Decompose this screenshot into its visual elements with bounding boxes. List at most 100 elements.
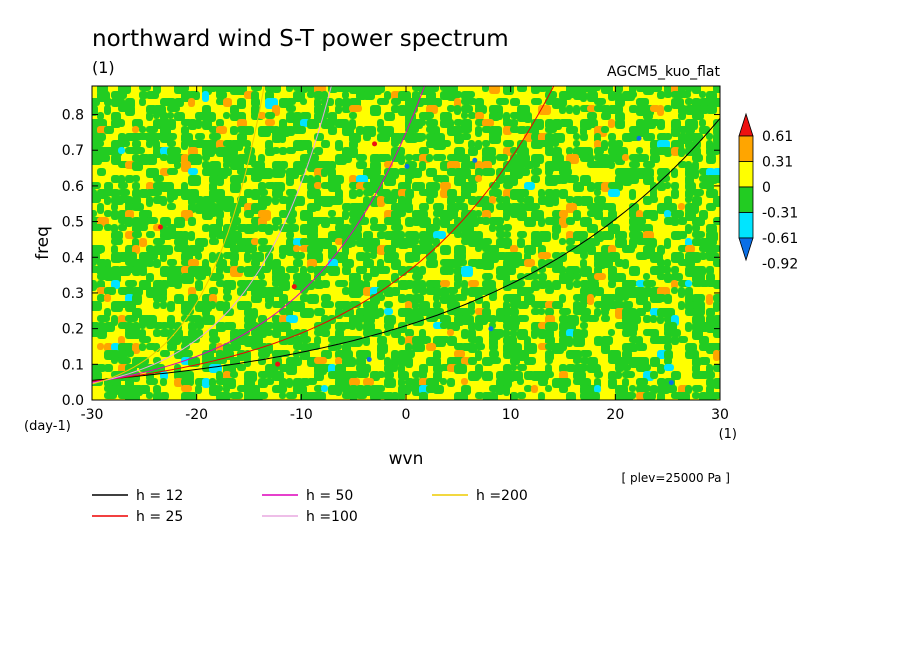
contour-cell — [244, 315, 256, 324]
contour-cell — [132, 175, 140, 182]
contour-cell — [349, 105, 362, 112]
contour-cell — [699, 252, 707, 260]
contour-cell — [230, 259, 238, 267]
contour-cell — [545, 385, 552, 392]
contour-cell — [706, 252, 719, 261]
contour-cell — [258, 189, 268, 196]
contour-cell — [384, 301, 393, 308]
contour-cell — [419, 336, 431, 344]
contour-cell — [279, 196, 288, 204]
contour-cell — [489, 182, 500, 189]
contour-cell — [713, 217, 720, 225]
contour-cell — [468, 280, 479, 287]
legend-label: h = 12 — [136, 488, 183, 504]
contour-cell — [181, 378, 194, 386]
contour-cell — [706, 133, 713, 140]
contour-cell — [594, 140, 601, 149]
contour-cell — [685, 322, 692, 332]
contour-cell — [426, 238, 433, 246]
contour-cell — [475, 126, 482, 137]
contour-cell — [524, 217, 536, 227]
contour-cell — [363, 273, 372, 281]
contour-cell — [580, 259, 587, 268]
contour-cell — [594, 385, 601, 393]
contour-cell — [517, 301, 529, 309]
contour-cell — [216, 280, 225, 287]
contour-cell — [209, 210, 217, 217]
contour-cell — [496, 385, 504, 395]
contour-cell — [433, 231, 446, 239]
contour-cell — [216, 266, 223, 275]
contour-cell — [454, 91, 462, 98]
contour-cell — [706, 294, 713, 305]
contour-cell — [454, 294, 467, 301]
contour-cell — [524, 196, 534, 205]
contour-cell — [615, 371, 622, 379]
contour-cell — [118, 189, 130, 196]
contour-cell — [503, 266, 516, 275]
contour-cell — [167, 133, 177, 140]
contour-cell — [328, 266, 340, 276]
contour-cell — [426, 315, 438, 322]
contour-cell — [545, 322, 558, 331]
contour-cell — [664, 210, 671, 218]
contour-cell — [706, 105, 717, 114]
contour-cell — [510, 245, 518, 253]
contour-cell — [454, 231, 462, 238]
contour-cell — [426, 168, 437, 177]
contour-cell — [104, 343, 113, 352]
contour-cell — [279, 252, 286, 259]
contour-cell — [545, 371, 554, 378]
contour-cell — [342, 259, 354, 268]
contour-cell — [475, 168, 483, 177]
contour-cell — [363, 231, 373, 240]
contour-cell — [216, 91, 227, 99]
contour-cell — [517, 238, 525, 248]
contour-cell — [622, 259, 629, 269]
contour-cell — [195, 322, 204, 329]
contour-cell — [440, 294, 449, 304]
contour-cell — [132, 126, 139, 133]
contour-cell — [454, 280, 461, 289]
contour-cell — [202, 308, 210, 317]
contour-cell — [230, 147, 238, 156]
contour-cell — [685, 126, 695, 134]
contour-cell — [622, 371, 635, 378]
contour-cell — [426, 259, 438, 268]
contour-cell — [139, 224, 148, 231]
contour-cell — [678, 91, 691, 98]
contour-cell — [384, 154, 391, 163]
contour-cell — [685, 259, 695, 268]
contour-cell — [356, 287, 364, 296]
contour-cell — [279, 147, 287, 155]
contour-cell — [181, 238, 188, 247]
contour-cell — [251, 294, 262, 303]
contour-cell — [531, 126, 539, 135]
contour-cell — [629, 343, 638, 352]
contour-cell — [237, 329, 250, 336]
contour-cell — [370, 217, 378, 225]
contour-cell — [356, 385, 365, 394]
contour-cell — [118, 147, 125, 154]
contour-cell — [279, 385, 287, 393]
contour-cell — [202, 119, 212, 130]
contour-cell — [209, 329, 218, 338]
contour-cell — [384, 91, 391, 100]
contour-cell — [517, 154, 530, 163]
x-tick-label: -30 — [81, 407, 104, 423]
contour-cell — [601, 336, 613, 345]
contour-cell — [174, 217, 185, 228]
contour-cell — [692, 231, 705, 238]
contour-cell — [713, 119, 720, 128]
contour-cell — [615, 140, 623, 148]
contour-cell — [370, 266, 379, 277]
contour-cell — [384, 308, 393, 315]
contour-cell — [706, 189, 718, 198]
contour-cell — [573, 273, 581, 280]
contour-cell — [216, 126, 227, 134]
contour-cell — [251, 238, 259, 245]
contour-cell — [475, 231, 483, 240]
contour-cell — [552, 231, 559, 240]
contour-cell — [671, 273, 683, 281]
contour-cell — [188, 259, 199, 267]
